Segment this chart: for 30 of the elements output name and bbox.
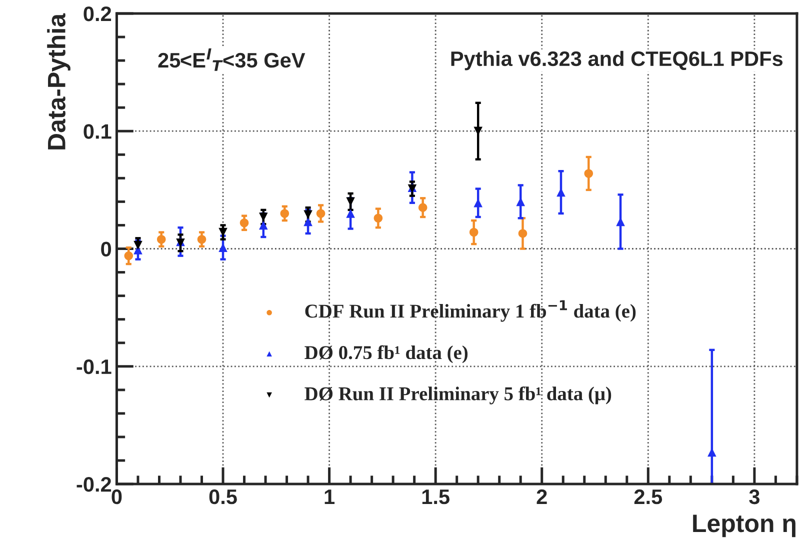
legend-label: DØ 0.75 fb¹ data (e) (304, 345, 468, 364)
point (316, 209, 326, 218)
annotation: 25<E$^{l}$$_{T}$<35 GeV (158, 48, 306, 71)
point (197, 234, 206, 244)
x-tick-label: 3 (749, 489, 760, 504)
annotation: Pythia v6.323 and CTEQ6L1 PDFs (451, 50, 783, 70)
point (280, 209, 290, 218)
y-axis-title: Data-Pythia (47, 13, 70, 150)
point (374, 214, 383, 223)
point (124, 251, 134, 260)
point (584, 169, 594, 178)
point (240, 218, 249, 228)
legend-label: DØ Run II Preliminary 5 fb¹ data (μ) (304, 386, 612, 404)
x-axis-title: Lepton η (693, 514, 796, 538)
x-tick-label: 1 (324, 490, 335, 504)
point (156, 234, 166, 244)
point (469, 228, 478, 237)
x-tick-label: 1.5 (422, 490, 450, 504)
legend-label: CDF Run II Preliminary 1 fb$^{−1}$ data (e) (305, 300, 636, 322)
y-tick-label: -0.2 (76, 477, 112, 492)
x-tick-label: 2.5 (634, 489, 662, 504)
point (418, 203, 428, 212)
x-tick-label: 0.5 (209, 489, 237, 504)
x-tick-label: 0 (112, 489, 122, 504)
y-tick-label: 0.1 (84, 124, 112, 139)
point (518, 229, 528, 238)
y-tick-label: 0 (101, 242, 112, 256)
x-tick-label: 2 (536, 489, 547, 504)
y-tick-label: 0.2 (84, 6, 112, 22)
y-tick-label: -0.1 (76, 359, 112, 374)
